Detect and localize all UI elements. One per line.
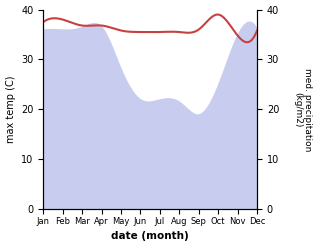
X-axis label: date (month): date (month): [111, 231, 189, 242]
Y-axis label: med. precipitation
(kg/m2): med. precipitation (kg/m2): [293, 68, 313, 151]
Y-axis label: max temp (C): max temp (C): [5, 76, 16, 143]
